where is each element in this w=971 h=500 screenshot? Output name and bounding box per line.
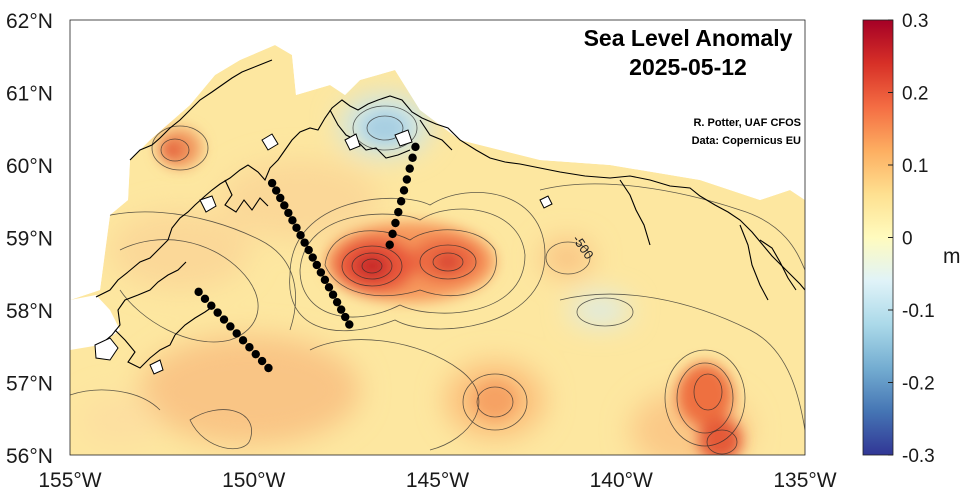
lat-tick-label: 61°N [6, 83, 53, 106]
colorbar-tick-label: -0.1 [902, 301, 935, 322]
station-dot [292, 223, 301, 232]
station-dot [345, 320, 354, 329]
station-dot [284, 208, 293, 218]
station-dot [391, 218, 400, 228]
station-dot [324, 283, 334, 292]
station-dot [304, 245, 313, 255]
colorbar-ticks: 0.3 0.2 0.1 0 -0.1 -0.2 -0.3 [888, 11, 935, 467]
station-dots [194, 142, 420, 373]
station-dot [264, 363, 273, 373]
colorbar-tick-label: 0.1 [902, 156, 928, 177]
lon-tick-label: 135°W [773, 469, 836, 492]
colorbar-tick-label: 0.3 [902, 11, 928, 32]
colorbar-tick-label: 0 [902, 229, 913, 250]
lat-tick-label: 62°N [6, 10, 53, 33]
station-dot [219, 315, 229, 324]
coastline [95, 59, 805, 369]
station-dot [385, 240, 394, 249]
station-dot [402, 175, 412, 184]
station-dot [267, 178, 277, 188]
colorbar-tick-label: 0.2 [902, 84, 928, 105]
coastline-islands [94, 129, 553, 375]
station-dot [213, 308, 222, 317]
station-dot [276, 193, 285, 203]
station-dot [405, 164, 414, 173]
map-plot-area: -500 [70, 20, 805, 455]
station-dot [341, 312, 350, 322]
map-date: 2025-05-12 [629, 54, 747, 80]
station-dot [200, 294, 210, 303]
station-dot [232, 329, 241, 338]
station-dot [300, 238, 309, 247]
station-dot [396, 197, 406, 206]
station-dot [280, 201, 289, 210]
lon-tick-label: 150°W [222, 469, 285, 492]
land-mask [70, 20, 805, 350]
station-dot [411, 142, 420, 152]
plot-frame [69, 19, 806, 456]
colorbar-unit: m [943, 245, 961, 268]
credit-data-source: Data: Copernicus EU [692, 135, 801, 147]
lon-tick-label: 145°W [406, 469, 469, 492]
lat-tick-label: 57°N [6, 373, 53, 396]
lat-tick-label: 60°N [6, 155, 53, 178]
station-dot [257, 356, 267, 366]
lon-tick-label: 140°W [590, 469, 653, 492]
station-dot [408, 153, 417, 162]
lon-tick-label: 155°W [38, 469, 101, 492]
station-dot [296, 231, 305, 240]
station-dot [194, 287, 203, 297]
colorbar: 0.3 0.2 0.1 0 -0.1 -0.2 -0.3 m [862, 11, 961, 467]
station-dot [238, 336, 248, 345]
latitude-axis: 62°N 61°N 60°N 59°N 58°N 57°N 56°N [6, 10, 53, 468]
lat-tick-label: 59°N [6, 228, 53, 251]
contour-lines [70, 105, 805, 455]
station-dot [388, 229, 397, 239]
station-dot [207, 301, 216, 310]
station-dot [394, 207, 403, 217]
station-dot [399, 186, 409, 195]
station-dot [336, 305, 346, 314]
map-title: Sea Level Anomaly [584, 25, 793, 51]
station-dot [251, 349, 260, 359]
lat-tick-label: 56°N [6, 445, 53, 468]
station-dot [245, 343, 254, 352]
station-dot [226, 322, 235, 331]
station-dot [328, 290, 338, 299]
station-dot [332, 297, 342, 307]
station-dot [308, 253, 317, 262]
station-dot [271, 186, 281, 195]
station-dot [288, 216, 297, 225]
colorbar-tick-label: -0.3 [902, 446, 935, 467]
colorbar-tick-label: -0.2 [902, 374, 935, 395]
credit-author: R. Potter, UAF CFOS [693, 117, 801, 129]
station-dot [320, 275, 330, 285]
station-dot [316, 268, 326, 277]
station-dot [312, 260, 322, 270]
lat-tick-label: 58°N [6, 300, 53, 323]
longitude-axis: 155°W 150°W 145°W 140°W 135°W [38, 469, 836, 492]
